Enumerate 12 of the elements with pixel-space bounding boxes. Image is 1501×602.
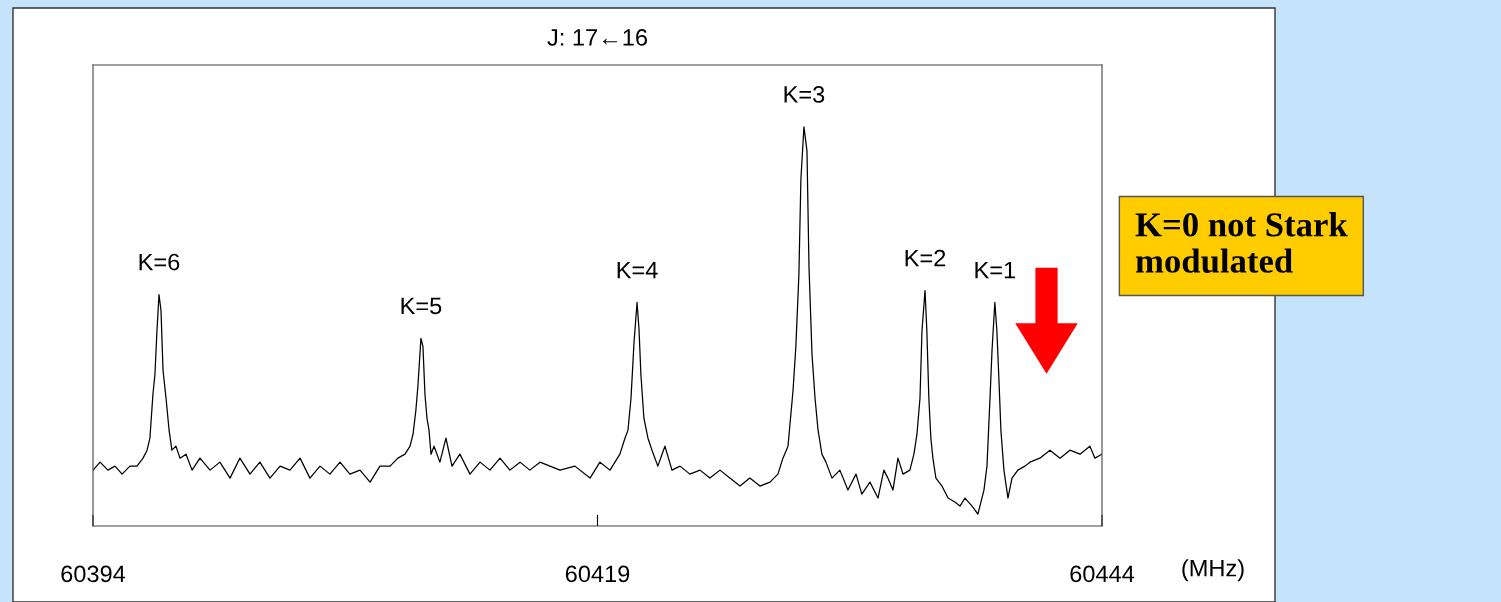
annotation: K=3 — [784, 86, 825, 103]
text: K=0 not Stark modulated — [1135, 212, 1348, 273]
chart-title: J: 17←16 — [547, 29, 647, 46]
x-tick-label: 60419 — [565, 565, 630, 583]
annotation: K=1 — [975, 261, 1016, 279]
annotation: K=2 — [905, 249, 946, 267]
x-tick-label: 60444 — [1070, 565, 1135, 583]
x-tick-label: 60394 — [61, 565, 126, 583]
annotation: K=4 — [617, 261, 658, 279]
x-axis-title: (MHz) — [1182, 559, 1244, 582]
annotation: K=6 — [139, 253, 180, 271]
annotation: K=5 — [401, 297, 442, 315]
